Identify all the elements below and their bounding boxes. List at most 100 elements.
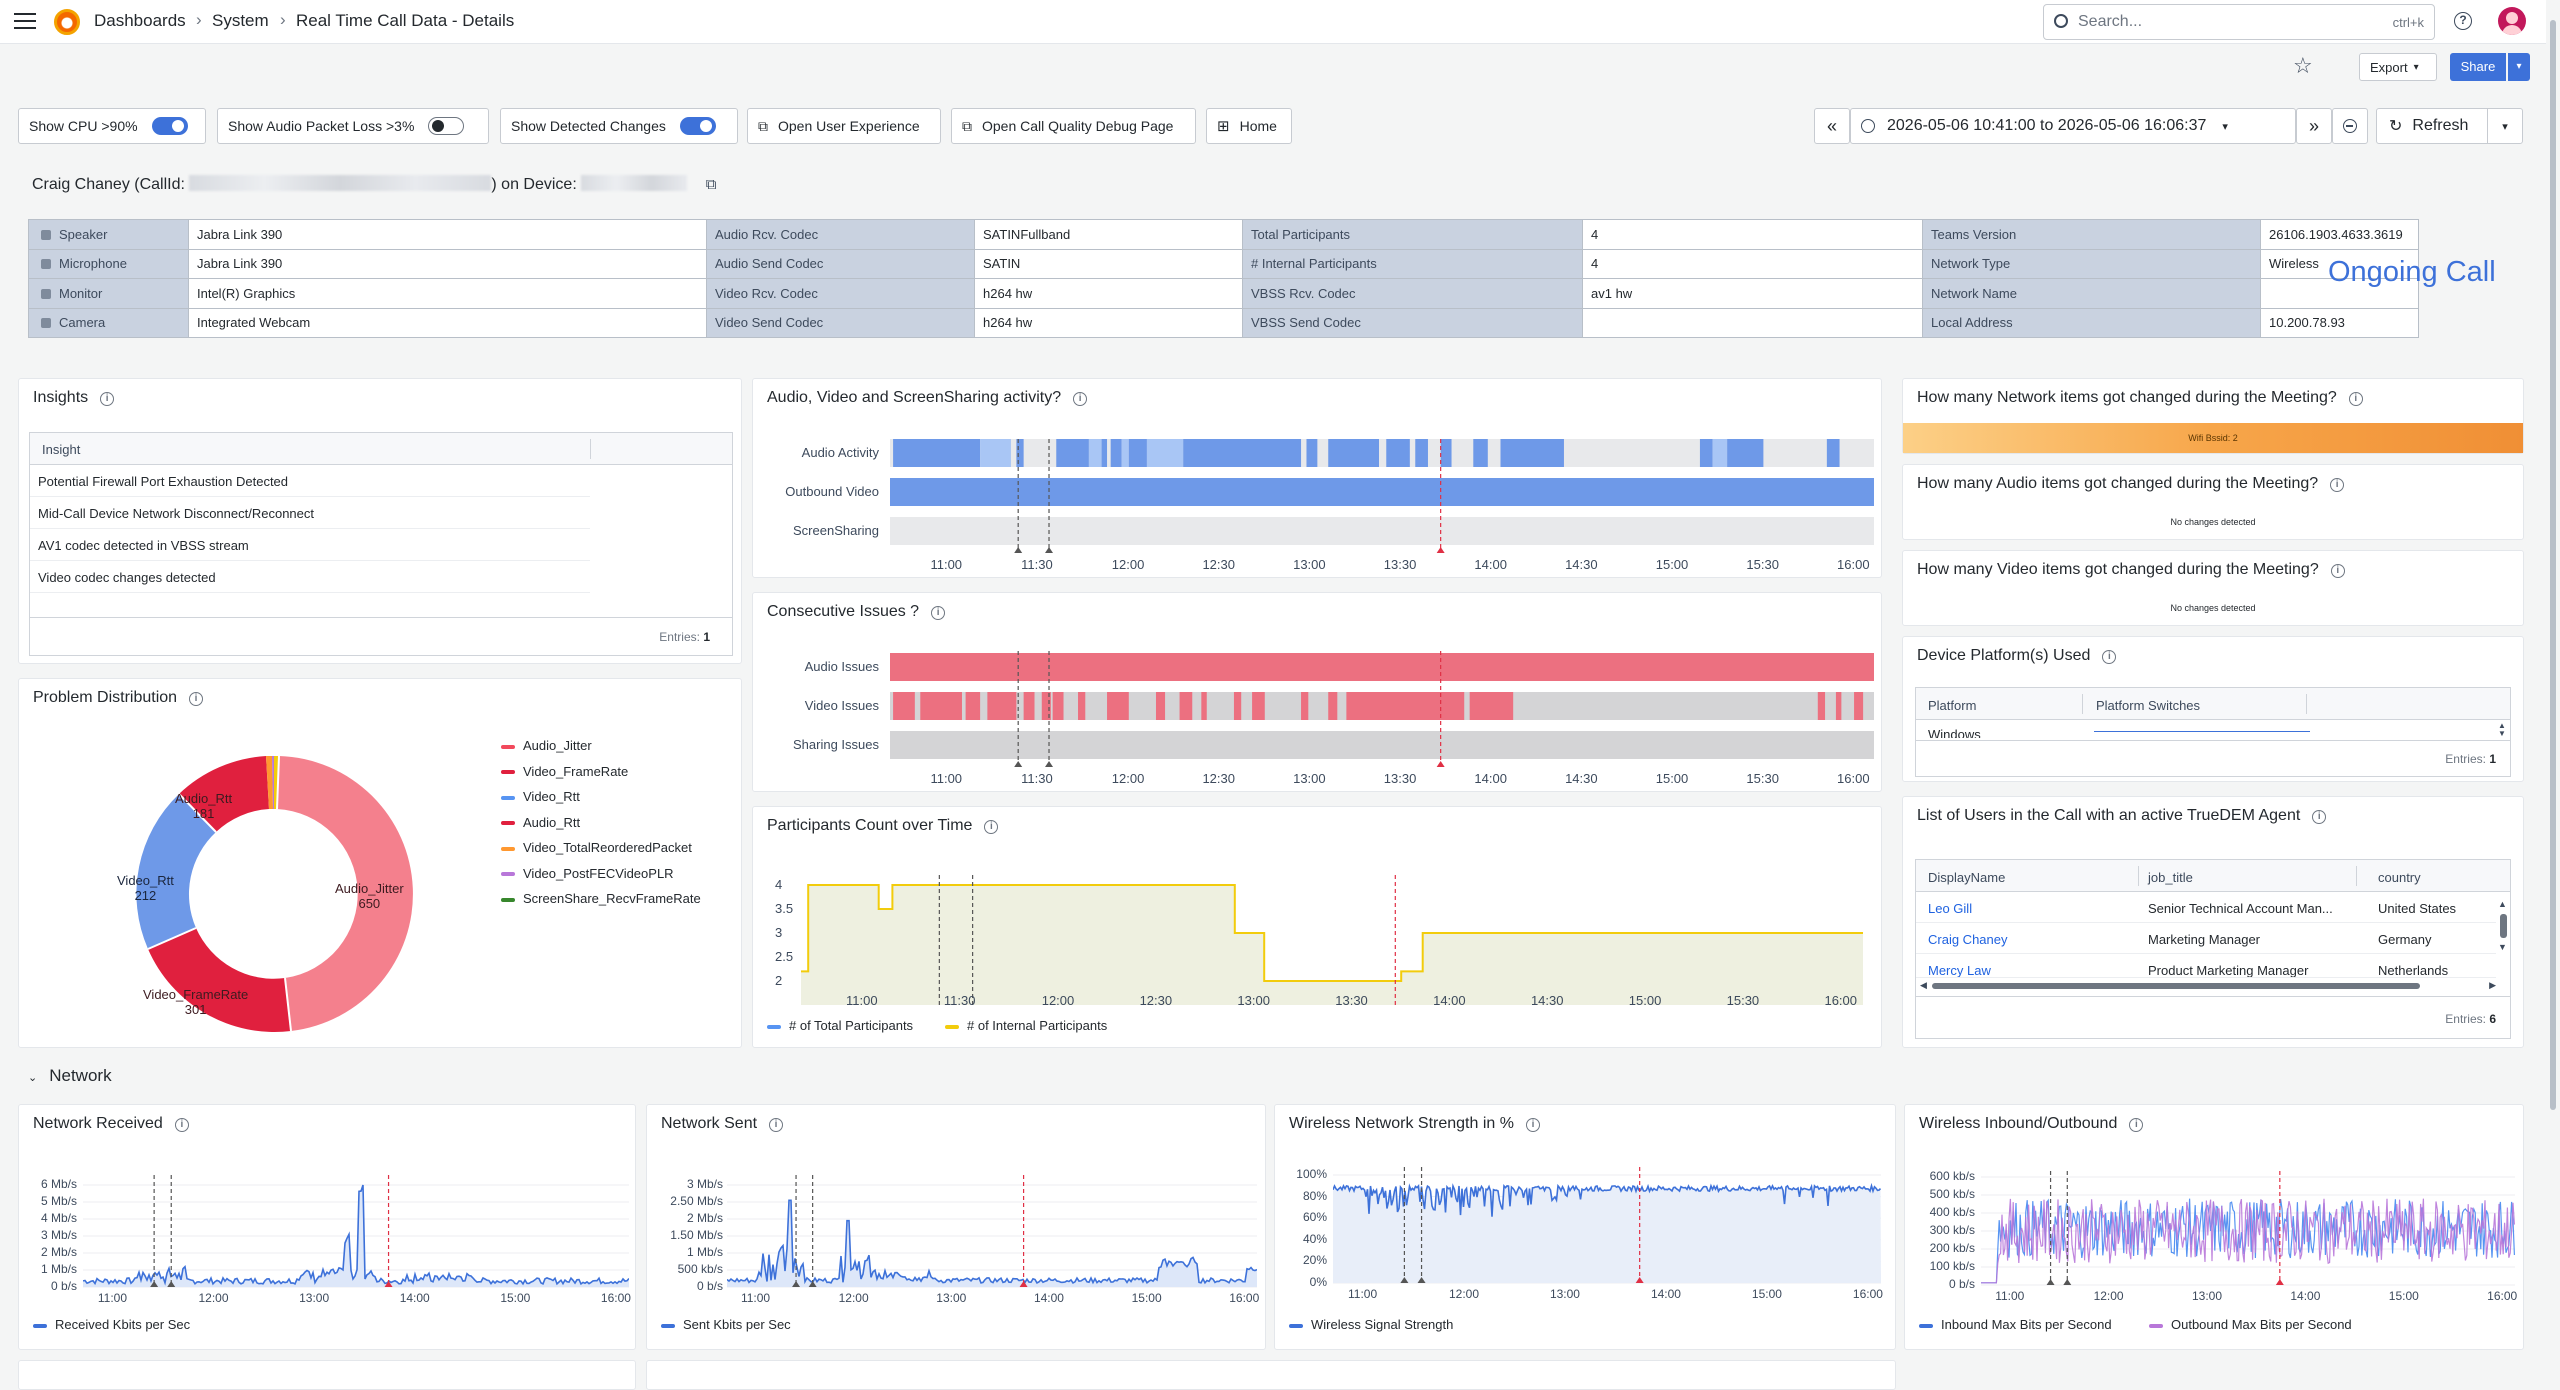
toggle-audio-loss[interactable]: Show Audio Packet Loss >3% <box>217 108 489 144</box>
search-input[interactable]: Search... <box>2078 13 2143 30</box>
info-icon[interactable]: i <box>769 1118 784 1132</box>
change-marker-arrow[interactable] <box>2063 1279 2072 1285</box>
toggle-changes[interactable]: Show Detected Changes <box>500 108 738 144</box>
video-issue-segment[interactable] <box>1469 692 1514 720</box>
video-issue-segment[interactable] <box>1835 692 1842 720</box>
received-line[interactable] <box>83 1184 629 1286</box>
help-icon[interactable]: ? <box>2454 12 2472 30</box>
video-issue-segment[interactable] <box>1078 692 1086 720</box>
platform-scrollbar[interactable]: ▲ ▼ <box>2498 721 2506 738</box>
info-icon[interactable]: i <box>2312 810 2327 824</box>
outbound-line[interactable] <box>1981 1198 2515 1284</box>
home-button[interactable]: ⊞ Home <box>1206 108 1292 144</box>
user-name-link[interactable]: Mercy Law <box>1928 963 1991 978</box>
legend-received[interactable]: Received Kbits per Sec <box>33 1317 190 1332</box>
activity-segment[interactable] <box>1016 439 1024 467</box>
cpu-marker-arrow[interactable] <box>1019 1281 1028 1287</box>
change-marker-arrow[interactable] <box>150 1281 159 1287</box>
video-issue-segment[interactable] <box>1155 692 1166 720</box>
video-issue-segment[interactable] <box>987 692 1017 720</box>
info-icon[interactable]: i <box>1525 1118 1540 1132</box>
activity-segment[interactable] <box>1727 439 1764 467</box>
platform-col-header[interactable]: Platform <box>1928 698 1977 713</box>
activity-segment[interactable] <box>1826 439 1840 467</box>
change-marker-arrow[interactable] <box>1400 1277 1409 1283</box>
video-issue-segment[interactable] <box>893 692 915 720</box>
cpu-marker-arrow[interactable] <box>1436 761 1445 767</box>
activity-segment[interactable] <box>1146 439 1184 467</box>
signal-line[interactable] <box>1333 1182 1881 1217</box>
country-col-header[interactable]: country <box>2378 870 2421 885</box>
insights-table-header[interactable]: Insight <box>30 433 732 465</box>
user-name-link[interactable]: Leo Gill <box>1928 901 1973 916</box>
insight-row[interactable]: Video codec changes detected <box>30 561 590 593</box>
info-icon[interactable]: i <box>174 1118 189 1132</box>
change-marker-arrow[interactable] <box>1014 761 1023 767</box>
toggle-cpu-switch[interactable] <box>151 117 188 135</box>
legend-inbound[interactable]: Inbound Max Bits per Second <box>1919 1317 2112 1332</box>
video-issue-segment[interactable] <box>1201 692 1207 720</box>
toggle-changes-switch[interactable] <box>679 117 716 135</box>
legend-item[interactable]: Audio_Rtt <box>501 815 580 830</box>
legend-item[interactable]: Video_PostFECVideoPLR <box>501 866 674 881</box>
cpu-marker-arrow[interactable] <box>384 1281 393 1287</box>
users-vertical-scrollbar[interactable]: ▲ ▼ <box>2498 899 2507 952</box>
job-title-col-header[interactable]: job_title <box>2148 870 2193 885</box>
avatar[interactable] <box>2498 7 2526 35</box>
refresh-interval-dropdown[interactable]: ▾ <box>2487 108 2523 144</box>
activity-segment[interactable] <box>980 439 1011 467</box>
sent-line[interactable] <box>727 1199 1257 1285</box>
activity-segment[interactable] <box>1699 439 1713 467</box>
info-icon[interactable]: i <box>2330 564 2345 578</box>
activity-segment[interactable] <box>1101 439 1108 467</box>
grafana-logo-icon[interactable] <box>54 9 80 35</box>
cpu-marker-arrow[interactable] <box>2275 1279 2284 1285</box>
video-issue-segment[interactable] <box>1233 692 1242 720</box>
table-row[interactable]: Craig Chaney Marketing Manager Germany <box>1916 923 2496 954</box>
share-dropdown-button[interactable]: ▾ <box>2508 53 2530 81</box>
toggle-audio-loss-switch[interactable] <box>428 117 465 135</box>
users-horizontal-scrollbar[interactable]: ◀ ▶ <box>1920 980 2496 990</box>
legend-internal-participants[interactable]: # of Internal Participants <box>945 1018 1107 1033</box>
activity-segment[interactable] <box>1183 439 1302 467</box>
info-icon[interactable]: i <box>100 392 115 406</box>
video-issue-segment[interactable] <box>1854 692 1864 720</box>
activity-segment[interactable] <box>1712 439 1728 467</box>
donut-slice-video-rtt[interactable] <box>136 794 216 949</box>
activity-segment[interactable] <box>1500 439 1564 467</box>
breadcrumb-dashboards[interactable]: Dashboards <box>94 11 186 30</box>
cpu-marker-arrow[interactable] <box>1436 547 1445 553</box>
video-issue-segment[interactable] <box>1301 692 1309 720</box>
outbound-video-bar[interactable] <box>890 478 1874 506</box>
activity-segment[interactable] <box>1473 439 1488 467</box>
activity-segment[interactable] <box>1128 439 1147 467</box>
activity-segment[interactable] <box>1328 439 1380 467</box>
insight-row[interactable]: Mid-Call Device Network Disconnect/Recon… <box>30 497 590 529</box>
video-issue-segment[interactable] <box>920 692 962 720</box>
video-issue-segment[interactable] <box>1023 692 1035 720</box>
info-icon[interactable]: i <box>1073 392 1088 406</box>
activity-segment[interactable] <box>1306 439 1318 467</box>
activity-segment[interactable] <box>1088 439 1102 467</box>
external-link-icon[interactable]: ⧉ <box>705 176 717 193</box>
insight-column-header[interactable]: Insight <box>42 442 81 457</box>
info-icon[interactable]: i <box>2330 478 2345 492</box>
donut-slice-audio-jitter[interactable] <box>277 756 413 1031</box>
info-icon[interactable]: i <box>2348 392 2363 406</box>
activity-segment[interactable] <box>1440 439 1452 467</box>
search-box[interactable]: Search... ctrl+k <box>2043 4 2435 40</box>
change-marker-arrow[interactable] <box>167 1281 176 1287</box>
network-section-header[interactable]: ⌄ Network <box>28 1066 112 1086</box>
star-icon[interactable]: ☆ <box>2293 53 2313 78</box>
table-row[interactable]: Leo Gill Senior Technical Account Man... U… <box>1916 892 2496 923</box>
info-icon[interactable]: i <box>189 692 204 706</box>
video-issue-segment[interactable] <box>1052 692 1064 720</box>
change-marker-arrow[interactable] <box>1014 547 1023 553</box>
activity-segment[interactable] <box>1110 439 1122 467</box>
info-icon[interactable]: i <box>984 820 999 834</box>
activity-segment[interactable] <box>893 439 981 467</box>
toggle-cpu[interactable]: Show CPU >90% <box>18 108 206 144</box>
cpu-marker-arrow[interactable] <box>1635 1277 1644 1283</box>
insight-row[interactable]: Potential Firewall Port Exhaustion Detec… <box>30 465 590 497</box>
legend-sent[interactable]: Sent Kbits per Sec <box>661 1317 791 1332</box>
